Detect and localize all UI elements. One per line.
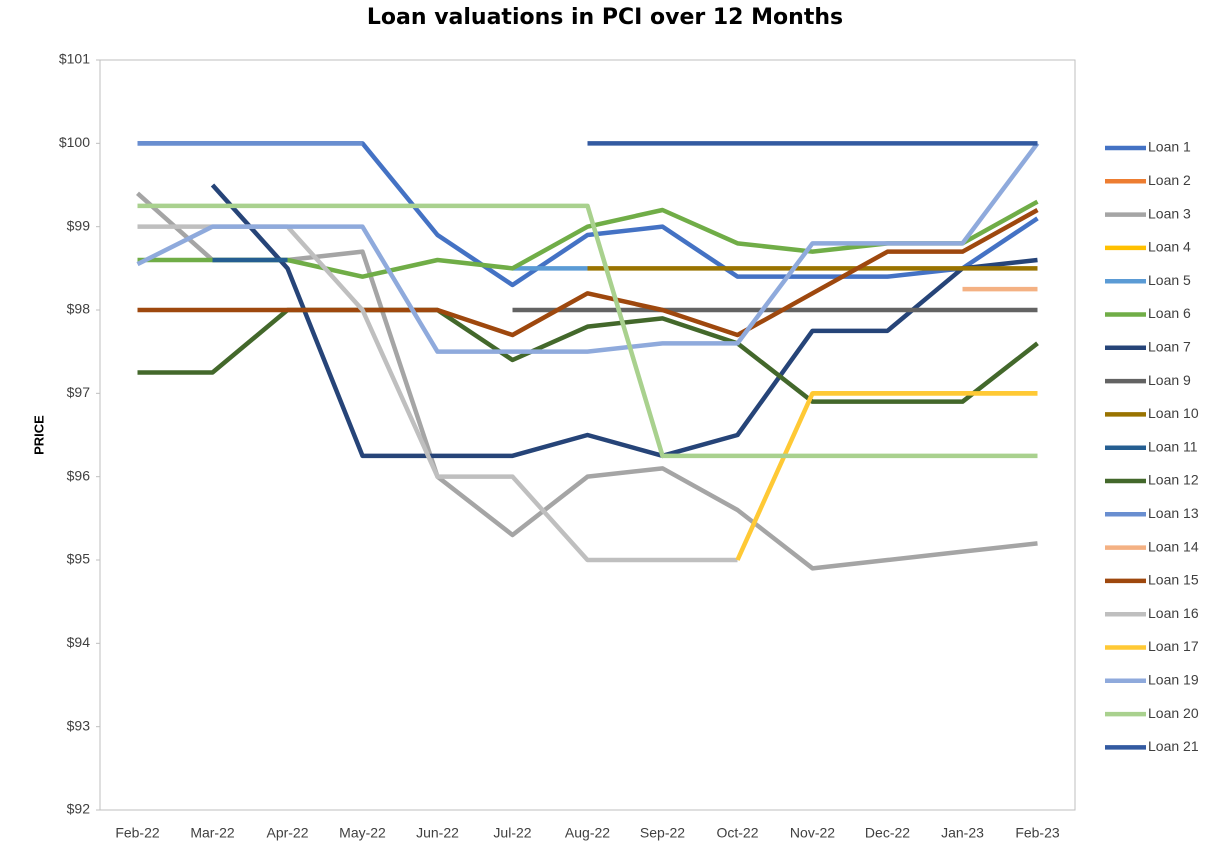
legend-label: Loan 12 (1148, 472, 1199, 488)
legend-label: Loan 17 (1148, 638, 1199, 654)
x-tick-label: Feb-23 (1015, 825, 1060, 841)
legend-label: Loan 16 (1148, 605, 1199, 621)
y-tick-label: $98 (67, 301, 91, 317)
plot-frame (99, 59, 1076, 811)
legend-label: Loan 2 (1148, 172, 1191, 188)
x-tick-label: Nov-22 (790, 825, 835, 841)
series-line (137, 141, 1039, 288)
legend-label: Loan 10 (1148, 405, 1199, 421)
legend-label: Loan 3 (1148, 205, 1191, 221)
y-tick-label: $96 (67, 467, 91, 483)
legend-label: Loan 20 (1148, 705, 1199, 721)
legend-label: Loan 14 (1148, 538, 1199, 554)
series-line (137, 208, 1039, 338)
x-tick-label: Jun-22 (416, 825, 459, 841)
y-tick-label: $97 (67, 384, 91, 400)
y-tick-label: $92 (67, 801, 91, 817)
legend-label: Loan 4 (1148, 239, 1191, 255)
series-line (137, 307, 1039, 404)
series-line (735, 391, 1038, 561)
series-line (137, 224, 738, 563)
x-tick-label: Dec-22 (865, 825, 910, 841)
series-line (136, 141, 1040, 354)
x-tick-label: Jul-22 (493, 825, 531, 841)
legend-label: Loan 19 (1148, 672, 1199, 688)
legend-label: Loan 13 (1148, 505, 1199, 521)
legend-label: Loan 7 (1148, 339, 1191, 355)
x-tick-label: Jan-23 (941, 825, 984, 841)
y-axis-label: PRICE (31, 415, 46, 455)
series-line (210, 183, 1038, 459)
series-line (137, 203, 1038, 459)
x-tick-label: Aug-22 (565, 825, 610, 841)
chart-title: Loan valuations in PCI over 12 Months (367, 5, 843, 30)
x-tick-label: Apr-22 (266, 825, 308, 841)
y-tick-label: $99 (67, 217, 91, 233)
x-tick-label: May-22 (339, 825, 386, 841)
legend-label: Loan 15 (1148, 572, 1199, 588)
legend-label: Loan 1 (1148, 139, 1191, 155)
legend-label: Loan 5 (1148, 272, 1191, 288)
y-tick-label: $100 (59, 134, 90, 150)
y-tick-label: $94 (67, 634, 91, 650)
legend-label: Loan 6 (1148, 305, 1191, 321)
y-tick-label: $93 (67, 717, 91, 733)
x-tick-label: Sep-22 (640, 825, 685, 841)
x-tick-label: Oct-22 (716, 825, 758, 841)
legend-label: Loan 11 (1148, 438, 1198, 454)
legend-label: Loan 21 (1148, 738, 1199, 754)
legend-label: Loan 9 (1148, 372, 1191, 388)
x-tick-label: Mar-22 (190, 825, 235, 841)
y-tick-label: $95 (67, 551, 91, 567)
x-tick-label: Feb-22 (115, 825, 160, 841)
y-tick-label: $101 (59, 51, 90, 67)
